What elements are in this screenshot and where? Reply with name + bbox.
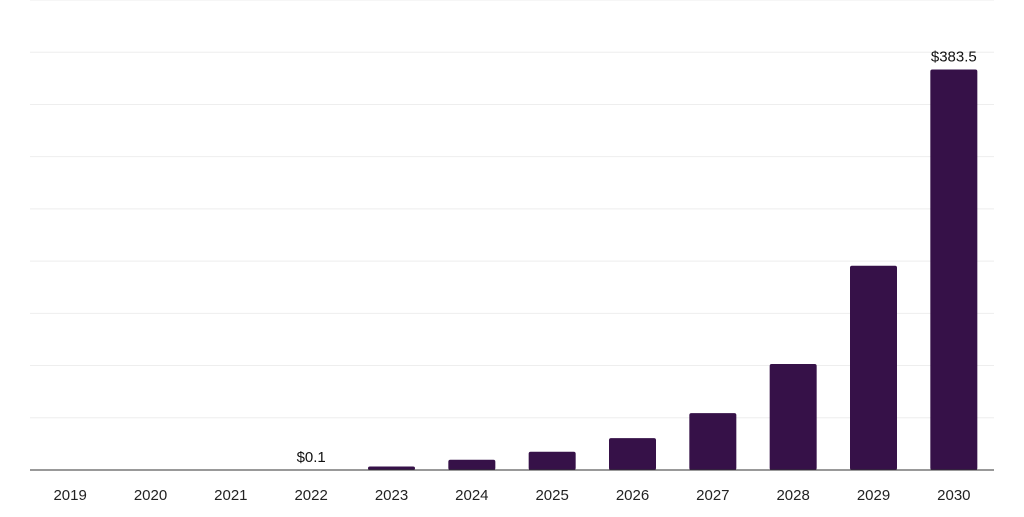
- bars: [288, 69, 978, 470]
- bar-2028: [770, 364, 817, 470]
- bar-2027: [689, 413, 736, 470]
- x-tick-label-2019: 2019: [53, 487, 86, 504]
- x-tick-label-2030: 2030: [937, 487, 970, 504]
- bar-2023: [368, 467, 415, 470]
- x-tick-label-2025: 2025: [535, 487, 568, 504]
- bar-2024: [448, 460, 495, 470]
- x-tick-label-2027: 2027: [696, 487, 729, 504]
- x-tick-label-2024: 2024: [455, 487, 488, 504]
- bar-2026: [609, 438, 656, 470]
- x-tick-label-2029: 2029: [857, 487, 890, 504]
- x-tick-label-2023: 2023: [375, 487, 408, 504]
- x-tick-label-2026: 2026: [616, 487, 649, 504]
- data-label-2030: $383.5: [931, 48, 977, 65]
- x-axis: 2019 2020 2021 2022 2023 2024 2025 2026 2027 2028…: [30, 470, 994, 504]
- x-tick-label-2021: 2021: [214, 487, 247, 504]
- x-tick-label-2028: 2028: [776, 487, 809, 504]
- gridlines: [30, 0, 994, 418]
- x-tick-label-2020: 2020: [134, 487, 167, 504]
- bar-2025: [529, 452, 576, 470]
- x-tick-label-2022: 2022: [294, 487, 327, 504]
- bar-2030: [930, 69, 977, 470]
- bar-2029: [850, 266, 897, 470]
- data-label-2022: $0.1: [297, 449, 326, 466]
